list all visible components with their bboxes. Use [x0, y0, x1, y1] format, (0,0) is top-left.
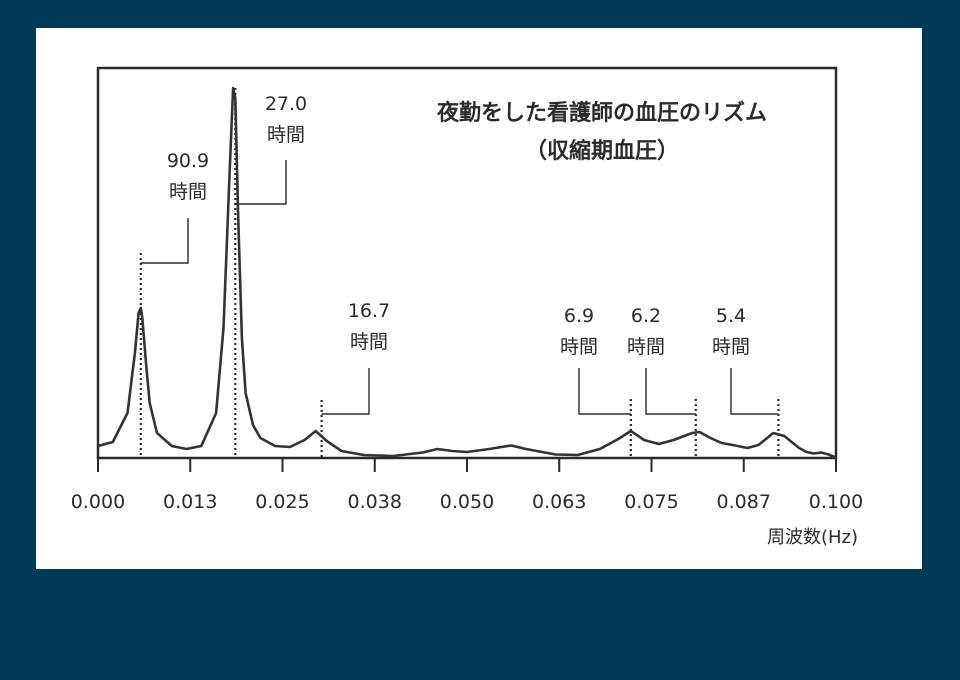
- x-tick-label: 0.087: [717, 491, 771, 513]
- chart-panel: 夜勤をした看護師の血圧のリズム （収縮期血圧） 0.000 0.013 0.025 0…: [36, 28, 922, 569]
- peak-period-unit: 時間: [267, 124, 305, 146]
- peak-leader-line: [235, 160, 287, 205]
- chart-svg: 夜勤をした看護師の血圧のリズム （収縮期血圧） 0.000 0.013 0.025 0…: [71, 66, 863, 548]
- plot-frame: [96, 66, 838, 460]
- x-axis-ticks: 0.000 0.013 0.025 0.038 0.050 0.063 0.075 0.087…: [71, 458, 863, 513]
- x-tick-label: 0.050: [440, 491, 494, 513]
- x-tick-label: 0.038: [348, 491, 402, 513]
- peak-period-unit: 時間: [627, 336, 665, 358]
- peak-leader-line: [730, 368, 779, 415]
- peak-period-unit: 時間: [560, 336, 598, 358]
- series-line: [97, 86, 837, 459]
- peak-leader-line: [321, 368, 370, 415]
- peak-leader-line: [645, 368, 696, 415]
- peak-leader-line: [578, 368, 631, 415]
- peak-period-value: 27.0: [265, 93, 307, 115]
- peak-period-value: 6.9: [564, 305, 594, 327]
- x-tick-label: 0.025: [255, 491, 309, 513]
- x-tick-label: 0.100: [809, 491, 863, 513]
- peak-period-unit: 時間: [350, 331, 388, 353]
- x-tick-label: 0.063: [532, 491, 586, 513]
- x-tick-label: 0.075: [624, 491, 678, 513]
- peak-period-value: 90.9: [167, 150, 209, 172]
- peak-period-unit: 時間: [712, 336, 750, 358]
- peak-period-unit: 時間: [169, 181, 207, 203]
- peak-period-value: 5.4: [716, 305, 746, 327]
- x-axis-label: 周波数(Hz): [767, 527, 858, 548]
- peak-period-value: 6.2: [631, 305, 661, 327]
- peak-leader-line: [140, 218, 189, 264]
- chart-subtitle: （収縮期血圧）: [525, 138, 679, 164]
- chart-title: 夜勤をした看護師の血圧のリズム: [436, 100, 767, 126]
- x-tick-label: 0.013: [163, 491, 217, 513]
- peak-period-value: 16.7: [348, 300, 390, 322]
- x-tick-label: 0.000: [71, 491, 125, 513]
